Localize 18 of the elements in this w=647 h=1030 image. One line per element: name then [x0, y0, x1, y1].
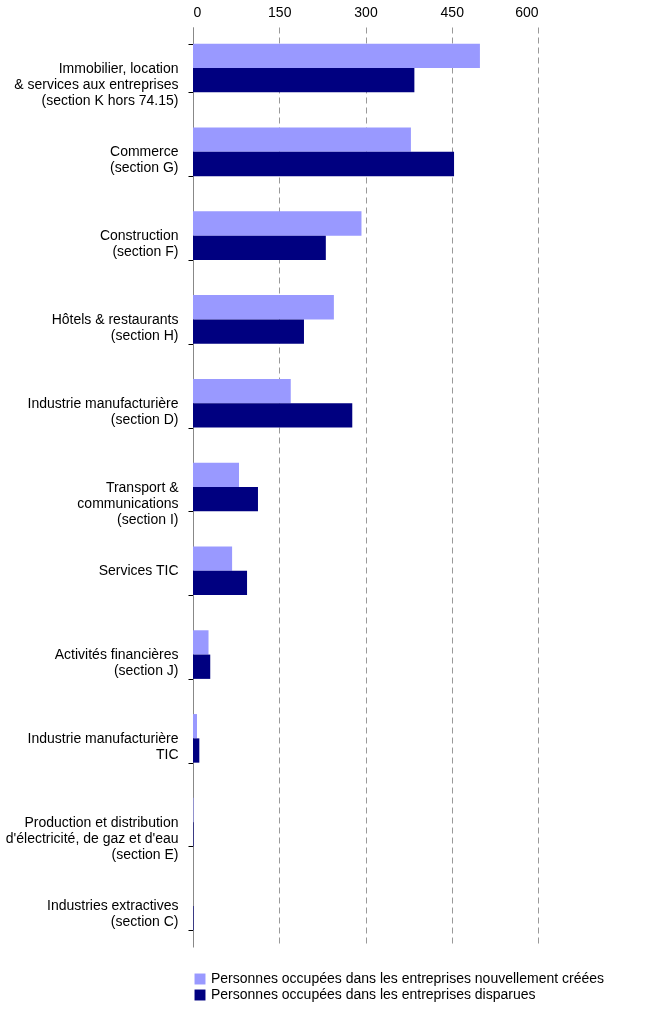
y-tick-label: Immobilier, location & services aux entreprises (section K hors 74.15): [14, 59, 179, 108]
x-tick-label: 600: [515, 3, 539, 20]
y-tick-label: Industrie manufacturière (section D): [27, 394, 179, 427]
y-tick-label: Production et distribution d'électricité, de gaz et d'eau (section E): [5, 813, 179, 862]
x-tick-label: 0: [193, 3, 202, 20]
y-tick-label: Hôtels & restaurants (section H): [51, 310, 179, 343]
y-tick-label: Activités financières (section J): [54, 646, 179, 679]
y-tick-label: Transport & communications (section I): [77, 478, 180, 527]
y-tick-label: Services TIC: [98, 562, 179, 579]
x-tick-label: 300: [354, 3, 378, 20]
y-tick-label: Industrie manufacturière TIC: [27, 729, 179, 762]
y-tick-label: Commerce (section G): [110, 143, 179, 176]
x-tick-label: 450: [440, 3, 465, 20]
legend-label: Personnes occupées dans les entreprises disparues: [211, 986, 536, 1002]
x-tick-label: 150: [268, 3, 292, 20]
y-tick-label: Construction (section F): [99, 227, 179, 260]
legend-label: Personnes occupées dans les entreprises nouvellement créées: [211, 970, 605, 986]
y-tick-label: Industries extractives (section C): [47, 897, 179, 930]
